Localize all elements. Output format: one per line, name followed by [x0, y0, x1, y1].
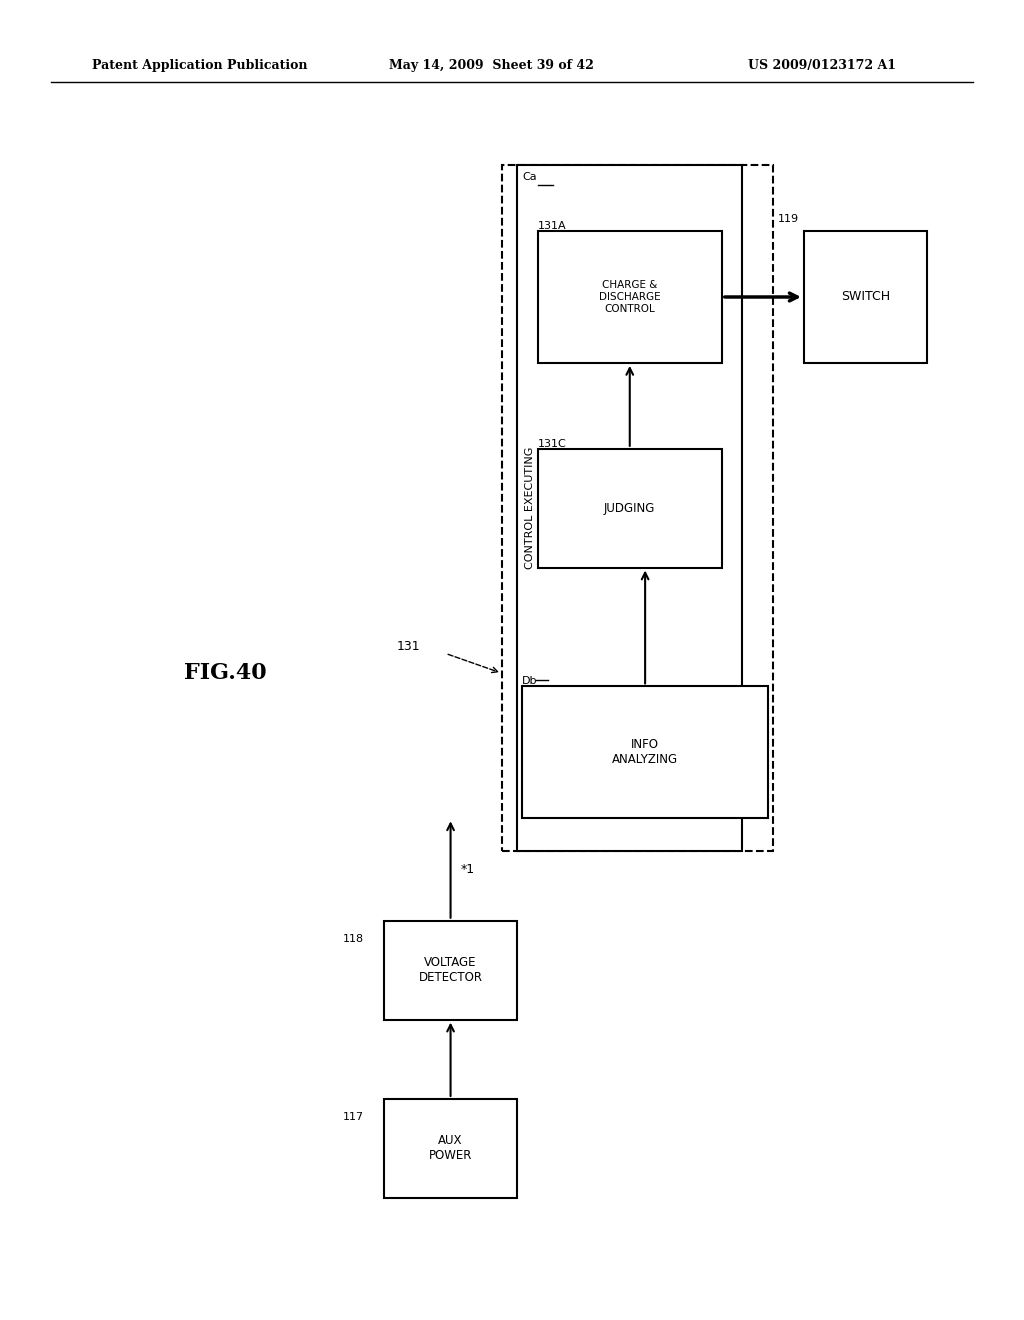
Text: VOLTAGE
DETECTOR: VOLTAGE DETECTOR — [419, 956, 482, 985]
Text: 119: 119 — [777, 214, 799, 224]
Text: Ca: Ca — [522, 172, 537, 182]
Text: Patent Application Publication: Patent Application Publication — [92, 59, 307, 73]
Text: 131: 131 — [396, 640, 420, 653]
FancyBboxPatch shape — [384, 921, 517, 1019]
FancyBboxPatch shape — [804, 231, 927, 363]
Text: 117: 117 — [342, 1111, 364, 1122]
Text: US 2009/0123172 A1: US 2009/0123172 A1 — [748, 59, 896, 73]
Text: SWITCH: SWITCH — [841, 290, 890, 304]
Text: 118: 118 — [342, 935, 364, 944]
Text: CHARGE &
DISCHARGE
CONTROL: CHARGE & DISCHARGE CONTROL — [599, 280, 660, 314]
FancyBboxPatch shape — [502, 165, 773, 851]
FancyBboxPatch shape — [538, 231, 722, 363]
Text: FIG.40: FIG.40 — [184, 663, 267, 684]
Text: Db: Db — [522, 676, 538, 686]
Text: *1: *1 — [461, 863, 475, 876]
Text: May 14, 2009  Sheet 39 of 42: May 14, 2009 Sheet 39 of 42 — [389, 59, 594, 73]
FancyBboxPatch shape — [517, 165, 742, 851]
FancyBboxPatch shape — [538, 449, 722, 568]
Text: AUX
POWER: AUX POWER — [429, 1134, 472, 1163]
Text: INFO
ANALYZING: INFO ANALYZING — [612, 738, 678, 767]
Text: JUDGING: JUDGING — [604, 502, 655, 515]
FancyBboxPatch shape — [384, 1098, 517, 1199]
Text: CONTROL EXECUTING: CONTROL EXECUTING — [525, 447, 536, 569]
Text: 131A: 131A — [538, 220, 566, 231]
FancyBboxPatch shape — [522, 686, 768, 818]
Text: 131C: 131C — [538, 438, 566, 449]
